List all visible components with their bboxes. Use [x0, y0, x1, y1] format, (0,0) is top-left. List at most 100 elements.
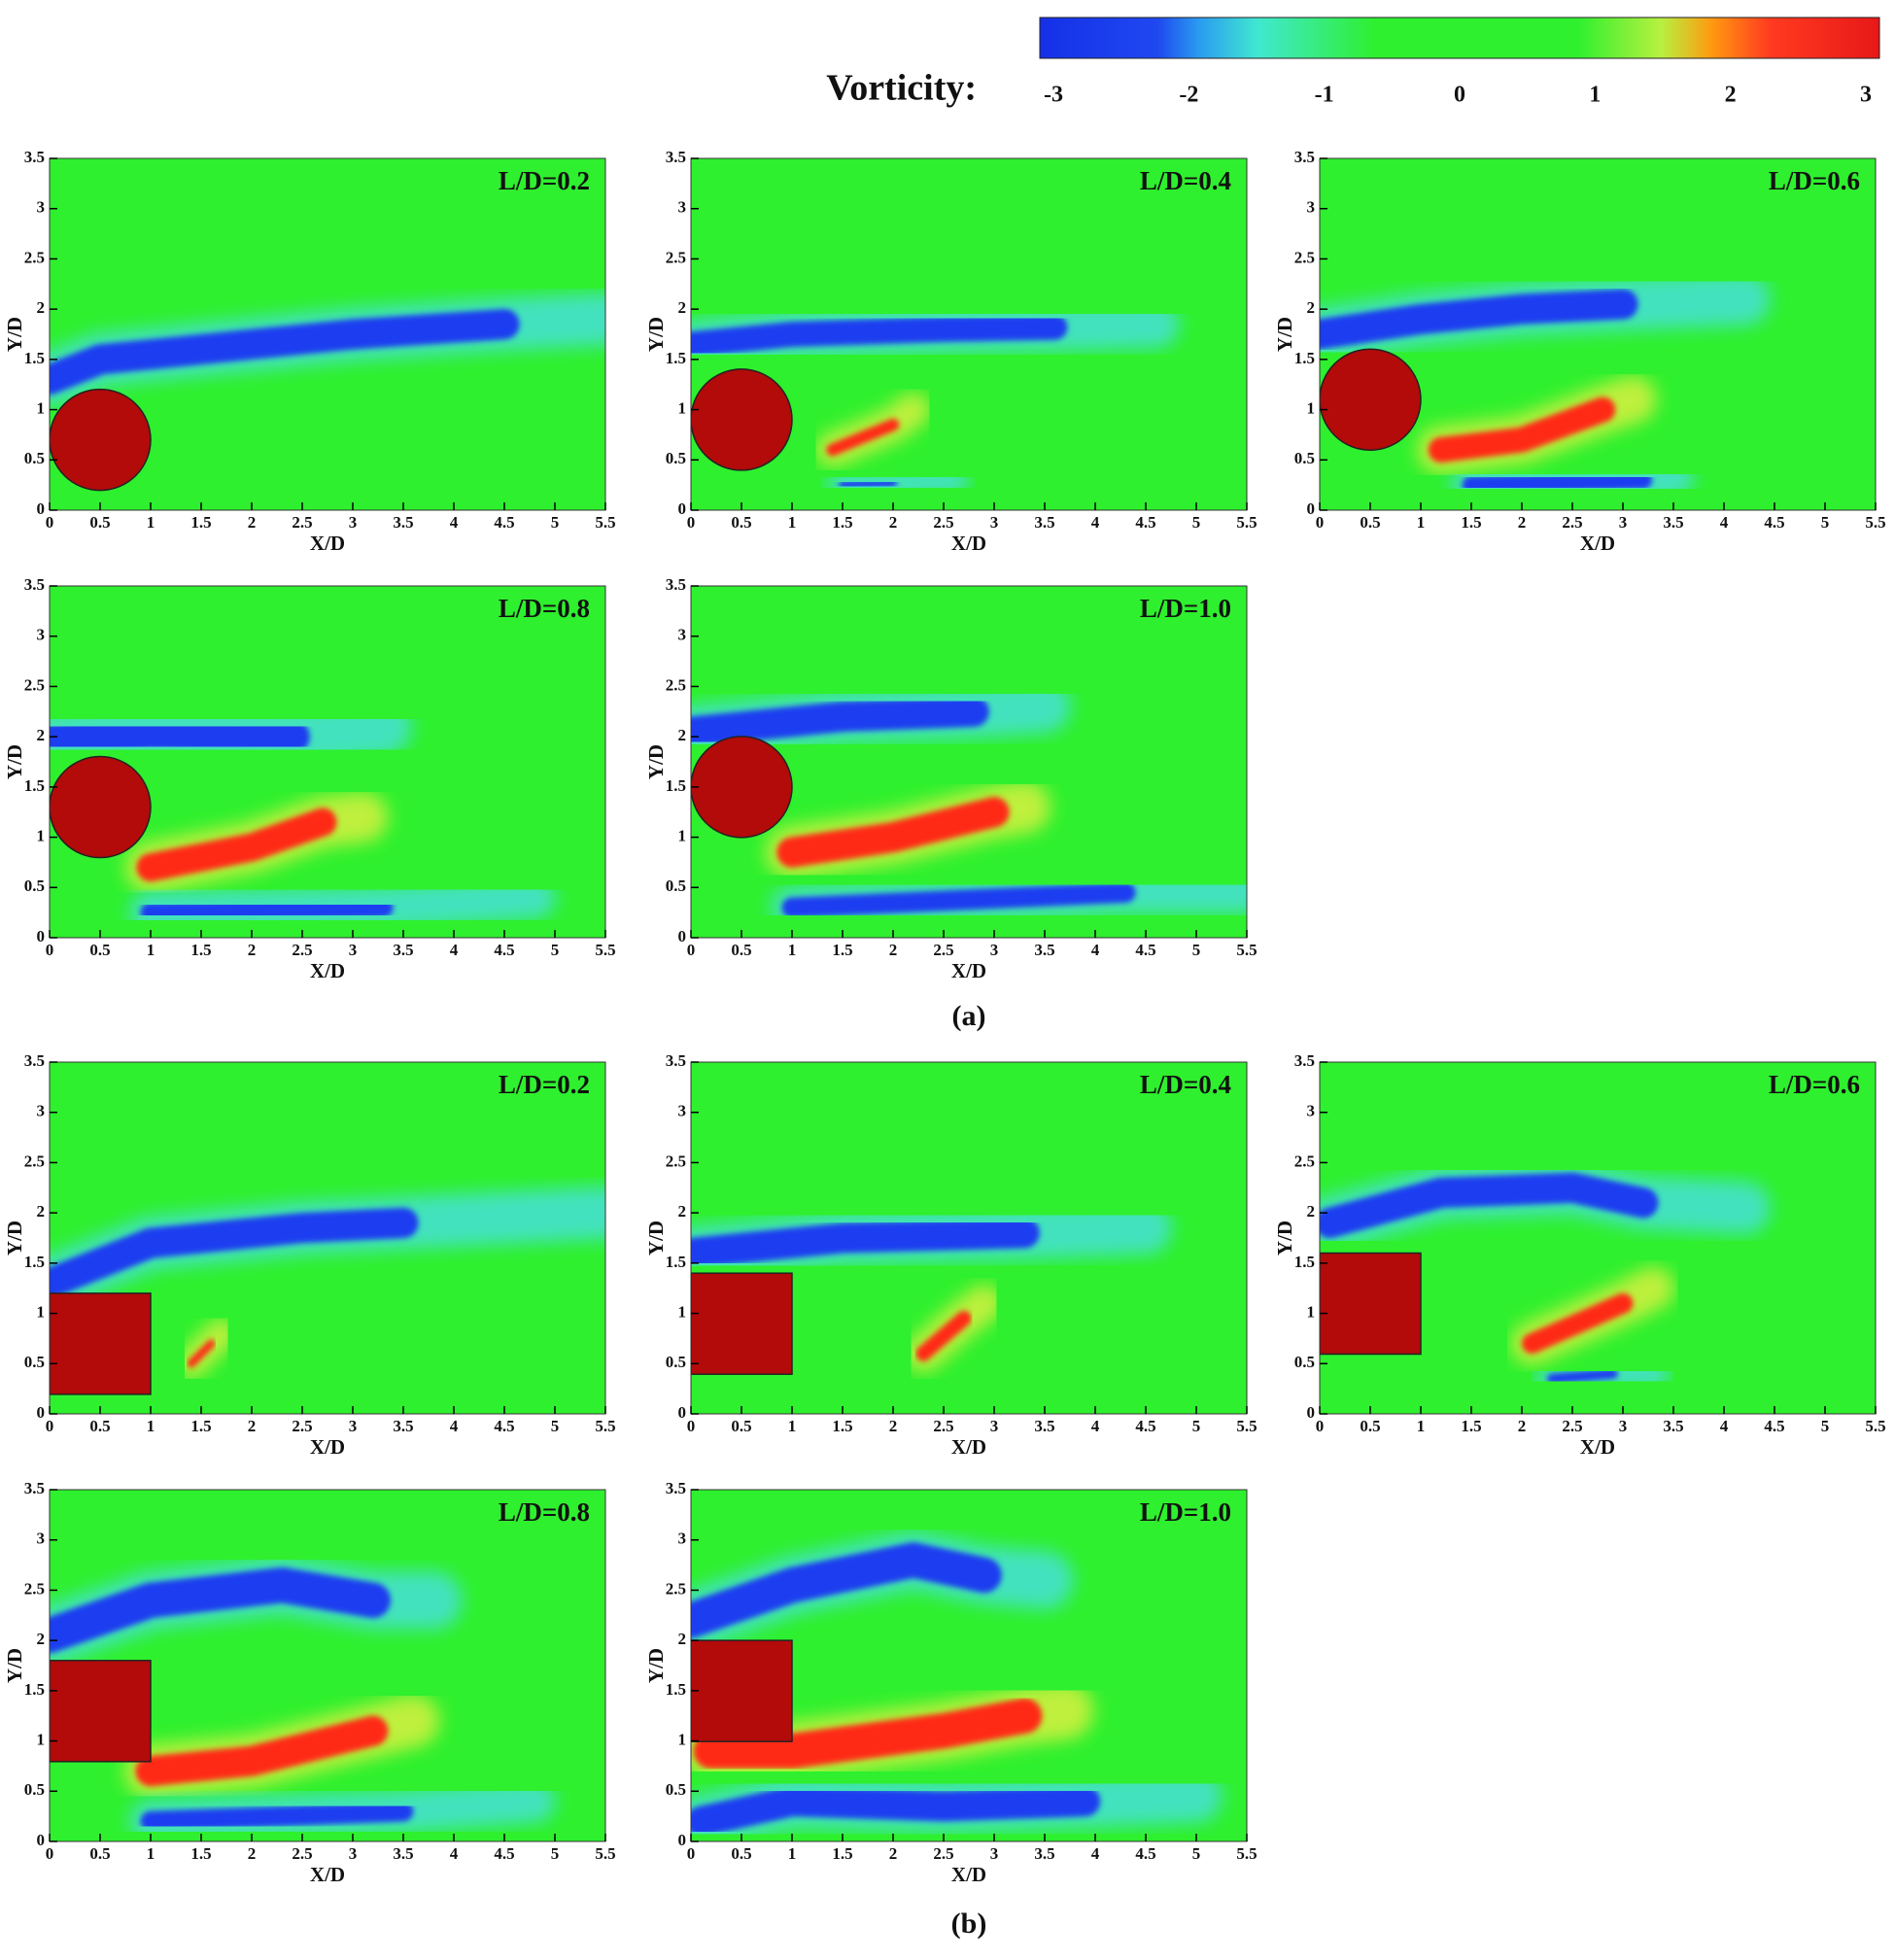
- y-tick-label: 1.5: [666, 349, 686, 367]
- x-axis-label: X/D: [310, 532, 345, 555]
- x-tick-label: 4.5: [1764, 1417, 1784, 1435]
- y-tick-label: 3.5: [24, 148, 45, 166]
- x-tick-label: 3.5: [1034, 941, 1054, 959]
- x-tick-label: 1: [1417, 513, 1426, 532]
- y-tick-label: 1: [37, 1730, 46, 1748]
- vortex-core: [693, 1698, 1043, 1770]
- vortex-core: [691, 1542, 1002, 1638]
- y-axis-label: Y/D: [1273, 1221, 1296, 1255]
- plot-frame: [1319, 157, 1877, 511]
- x-tick-label: 1: [147, 513, 155, 532]
- vortex-core: [776, 797, 1010, 868]
- y-tick-label: 0: [678, 499, 687, 518]
- y-tick-label: 3.5: [666, 575, 686, 594]
- x-tick-label: 4.5: [494, 1417, 514, 1435]
- vortex-core: [1428, 396, 1616, 463]
- x-tick-label: 1.5: [832, 941, 852, 959]
- x-tick-label: 5.5: [595, 1417, 615, 1435]
- x-tick-label: 5: [551, 1417, 560, 1435]
- panel-title: L/D=0.4: [1140, 166, 1231, 195]
- x-tick-label: 1.5: [832, 1417, 852, 1435]
- plot-frame: [690, 585, 1248, 939]
- y-tick-label: 1: [37, 398, 46, 417]
- plot-frame: [49, 585, 606, 939]
- x-tick-label: 2.5: [933, 941, 953, 959]
- vortex-core: [136, 808, 337, 882]
- y-tick-label: 1: [1307, 398, 1316, 417]
- y-tick-label: 2.5: [24, 675, 45, 694]
- y-tick-label: 1: [1307, 1302, 1316, 1321]
- y-tick-label: 2.5: [666, 1579, 686, 1598]
- vortex-core: [1462, 470, 1653, 495]
- cylinder: [50, 755, 152, 859]
- y-tick-label: 2.5: [24, 1152, 45, 1170]
- y-tick-label: 3: [37, 1530, 46, 1548]
- x-tick-label: 0.5: [89, 1844, 110, 1863]
- cylinder: [691, 736, 793, 839]
- plot-frame: [690, 1061, 1248, 1415]
- x-tick-label: 3: [1619, 513, 1628, 532]
- y-axis-label: Y/D: [1273, 317, 1296, 352]
- x-tick-label: 4.5: [1135, 1844, 1155, 1863]
- contour-panel: 0 0.5 1 1.5 2 2.5 3 3.5 4 4.5 5 5.5 0 0.5 1 1.5 2 2.5 3 3.5…: [644, 1479, 1258, 1886]
- y-tick-label: 0: [37, 1403, 46, 1422]
- y-tick-label: 3.5: [24, 1479, 45, 1497]
- colorbar-tick-label: -2: [1179, 83, 1198, 108]
- vortex-core: [50, 713, 310, 760]
- x-tick-label: 3: [990, 513, 999, 532]
- y-tick-label: 3.5: [1294, 148, 1315, 166]
- x-tick-label: 1.5: [1461, 1417, 1481, 1435]
- panel-title: L/D=0.8: [499, 594, 590, 623]
- y-tick-label: 1.5: [666, 1253, 686, 1271]
- x-tick-label: 1: [1417, 1417, 1426, 1435]
- y-tick-label: 2.5: [1294, 1152, 1315, 1170]
- x-tick-label: 5.5: [1236, 1844, 1257, 1863]
- y-axis-label: Y/D: [3, 317, 26, 352]
- x-tick-label: 2: [889, 1417, 898, 1435]
- x-tick-label: 0: [687, 941, 696, 959]
- y-tick-label: 2: [37, 1630, 46, 1648]
- vortex-core: [140, 1801, 414, 1832]
- x-tick-label: 0: [46, 513, 54, 532]
- y-tick-label: 1.5: [1294, 349, 1315, 367]
- field: [50, 158, 605, 510]
- x-axis-label: X/D: [310, 959, 345, 982]
- contour-panel: 0 0.5 1 1.5 2 2.5 3 3.5 4 4.5 5 5.5 0 0.5 1 1.5 2 2.5 3 3.5…: [644, 148, 1258, 555]
- vortex-core: [140, 897, 394, 923]
- x-tick-label: 0.5: [731, 513, 751, 532]
- cylinder: [50, 388, 152, 492]
- x-tick-label: 4.5: [494, 513, 514, 532]
- x-tick-label: 2.5: [933, 1417, 953, 1435]
- x-tick-label: 0: [687, 513, 696, 532]
- x-tick-label: 0.5: [731, 941, 751, 959]
- y-tick-label: 3: [37, 626, 46, 644]
- colorbar-tick-label: 1: [1589, 83, 1601, 108]
- y-tick-label: 3: [1307, 1102, 1316, 1120]
- x-tick-label: 1: [147, 1844, 155, 1863]
- x-tick-label: 1.5: [190, 1417, 211, 1435]
- x-tick-label: 5: [1192, 1844, 1201, 1863]
- x-tick-label: 0.5: [731, 1844, 751, 1863]
- vortex-core: [187, 1339, 216, 1368]
- y-axis-label: Y/D: [644, 744, 668, 779]
- y-axis-label: Y/D: [3, 1648, 26, 1683]
- panel-title: L/D=0.4: [1140, 1070, 1231, 1099]
- x-tick-label: 4.5: [494, 1844, 514, 1863]
- y-axis-label: Y/D: [3, 744, 26, 779]
- x-tick-label: 4: [450, 513, 459, 532]
- y-axis-label: Y/D: [644, 317, 668, 352]
- vortex-core: [781, 882, 1136, 918]
- contour-panel: 0 0.5 1 1.5 2 2.5 3 3.5 4 4.5 5 5.5 0 0.5 1 1.5 2 2.5 3 3.5…: [1273, 148, 1886, 555]
- x-tick-label: 2: [248, 1844, 257, 1863]
- panel-title: L/D=0.6: [1769, 166, 1860, 195]
- colorbar-tick-label: -1: [1315, 83, 1334, 108]
- y-tick-label: 3: [37, 198, 46, 217]
- x-tick-label: 4.5: [1135, 941, 1155, 959]
- y-tick-label: 2: [37, 726, 46, 744]
- x-tick-label: 5: [1192, 941, 1201, 959]
- colorbar-tick-label: -3: [1044, 83, 1063, 108]
- x-tick-label: 0.5: [89, 941, 110, 959]
- square-cylinder: [50, 1660, 152, 1763]
